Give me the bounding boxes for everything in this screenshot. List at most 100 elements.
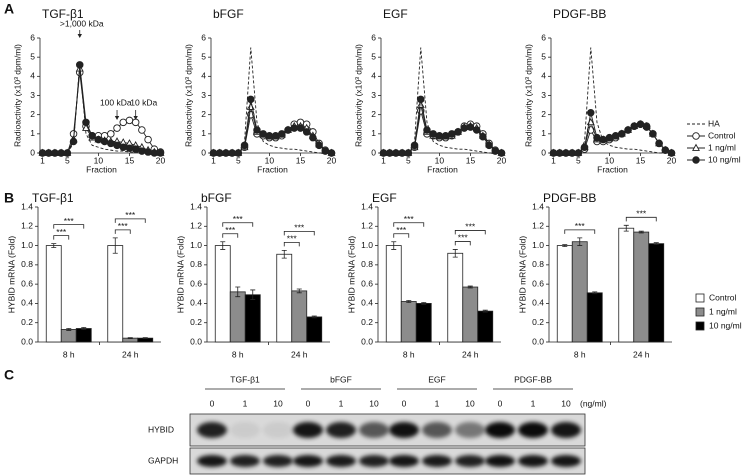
blot-band	[263, 422, 293, 438]
y-tick-label: 0.2	[532, 317, 544, 327]
point	[321, 147, 330, 155]
x-tick-label: 20	[327, 155, 337, 165]
series-line	[553, 47, 672, 154]
series-line	[383, 104, 502, 154]
annotation-arrowhead	[77, 34, 82, 38]
y-tick-label: 0.4	[532, 298, 544, 308]
point	[315, 141, 323, 150]
legend-swatch	[695, 293, 705, 303]
blot-lane-label: 1	[339, 398, 344, 408]
bar	[648, 243, 665, 343]
y-tick-label: 1.2	[190, 221, 202, 231]
blot-band	[293, 422, 323, 438]
error-bar	[66, 328, 72, 331]
y-tick-label: 0	[30, 147, 35, 157]
significance-bracket	[393, 233, 410, 238]
y-tick-label: 0.8	[532, 259, 544, 269]
error-bar	[452, 249, 458, 258]
bar	[75, 328, 92, 343]
y-axis-label: HYBID mRNA (Fold)	[6, 236, 16, 314]
error-bar	[623, 224, 629, 232]
point	[327, 149, 336, 157]
chart-title: TGF-β1	[42, 7, 84, 21]
point	[630, 122, 638, 130]
point	[247, 95, 255, 104]
bar	[276, 253, 293, 343]
blot-lane-label: 0	[306, 398, 311, 408]
y-tick-label: 1	[30, 128, 35, 138]
blot-band	[485, 455, 515, 467]
blot-group-label: TGF-β1	[230, 374, 260, 384]
bar	[385, 245, 402, 343]
point	[661, 146, 670, 154]
point	[460, 124, 468, 132]
y-tick-label: 2	[371, 109, 376, 119]
blot-band	[197, 422, 227, 438]
point	[429, 130, 437, 138]
y-tick-label: 2	[201, 109, 206, 119]
blot-band	[326, 422, 356, 438]
blot-band	[455, 455, 485, 467]
blot-band	[359, 422, 389, 438]
x-tick-label: 1	[381, 155, 386, 165]
bar	[586, 292, 603, 343]
y-tick-label: 6	[371, 32, 376, 42]
point	[215, 149, 224, 157]
blot-unit: (ng/ml)	[580, 398, 607, 408]
point	[618, 130, 626, 138]
blot-lane-label: 1	[531, 398, 536, 408]
significance-label: ***	[458, 233, 469, 243]
y-tick-label: 3	[30, 90, 35, 100]
y-tick-label: 0.4	[361, 298, 373, 308]
point	[271, 131, 280, 140]
y-tick-label: 0.2	[21, 317, 33, 327]
error-bar	[81, 327, 87, 330]
y-tick-label: 0.0	[532, 336, 544, 346]
y-tick-label: 0.0	[21, 336, 33, 346]
point	[82, 118, 90, 127]
x-tick-label: 24 h	[291, 349, 308, 359]
point	[580, 143, 589, 151]
point	[57, 149, 65, 157]
point	[587, 108, 595, 117]
point	[491, 147, 500, 155]
y-tick-label: 0.0	[190, 336, 202, 346]
y-tick-label: 0.8	[21, 259, 33, 269]
significance-bracket	[222, 222, 254, 227]
x-tick-label: 24 h	[462, 349, 479, 359]
error-bar	[653, 242, 659, 246]
error-bar	[235, 286, 241, 298]
blot-lane-label: 10	[561, 398, 571, 408]
chart-title: bFGF	[213, 7, 244, 21]
blot-group-label: bFGF	[330, 374, 352, 384]
x-tick-label: 24 h	[122, 349, 139, 359]
y-tick-label: 0.6	[361, 278, 373, 288]
blot-band	[293, 455, 323, 467]
point	[636, 120, 645, 128]
significance-label: ***	[575, 221, 586, 231]
x-tick-label: 15	[636, 155, 646, 165]
chart-title: PDGF-BB	[553, 7, 606, 21]
y-tick-label: 0.6	[21, 278, 33, 288]
legend-marker	[692, 143, 700, 151]
y-tick-label: 1.0	[532, 240, 544, 250]
blot-band	[485, 422, 515, 438]
annotation: 10 kDa	[130, 97, 157, 107]
point	[144, 148, 152, 156]
point	[125, 116, 134, 125]
y-tick-label: 1.2	[361, 221, 373, 231]
error-bar	[250, 289, 256, 300]
significance-label: ***	[636, 209, 647, 219]
blot-band	[518, 422, 548, 438]
bar	[306, 316, 323, 343]
legend-marker	[692, 132, 700, 140]
point	[642, 123, 651, 131]
blot-lane-label: 10	[465, 398, 475, 408]
x-tick-label: 5	[236, 155, 241, 165]
point	[593, 133, 601, 142]
y-tick-label: 2	[541, 109, 546, 119]
significance-bracket	[114, 218, 146, 223]
annotation: >1,000 kDa	[60, 18, 104, 28]
significance-label: ***	[225, 225, 236, 235]
significance-label: ***	[118, 221, 129, 231]
